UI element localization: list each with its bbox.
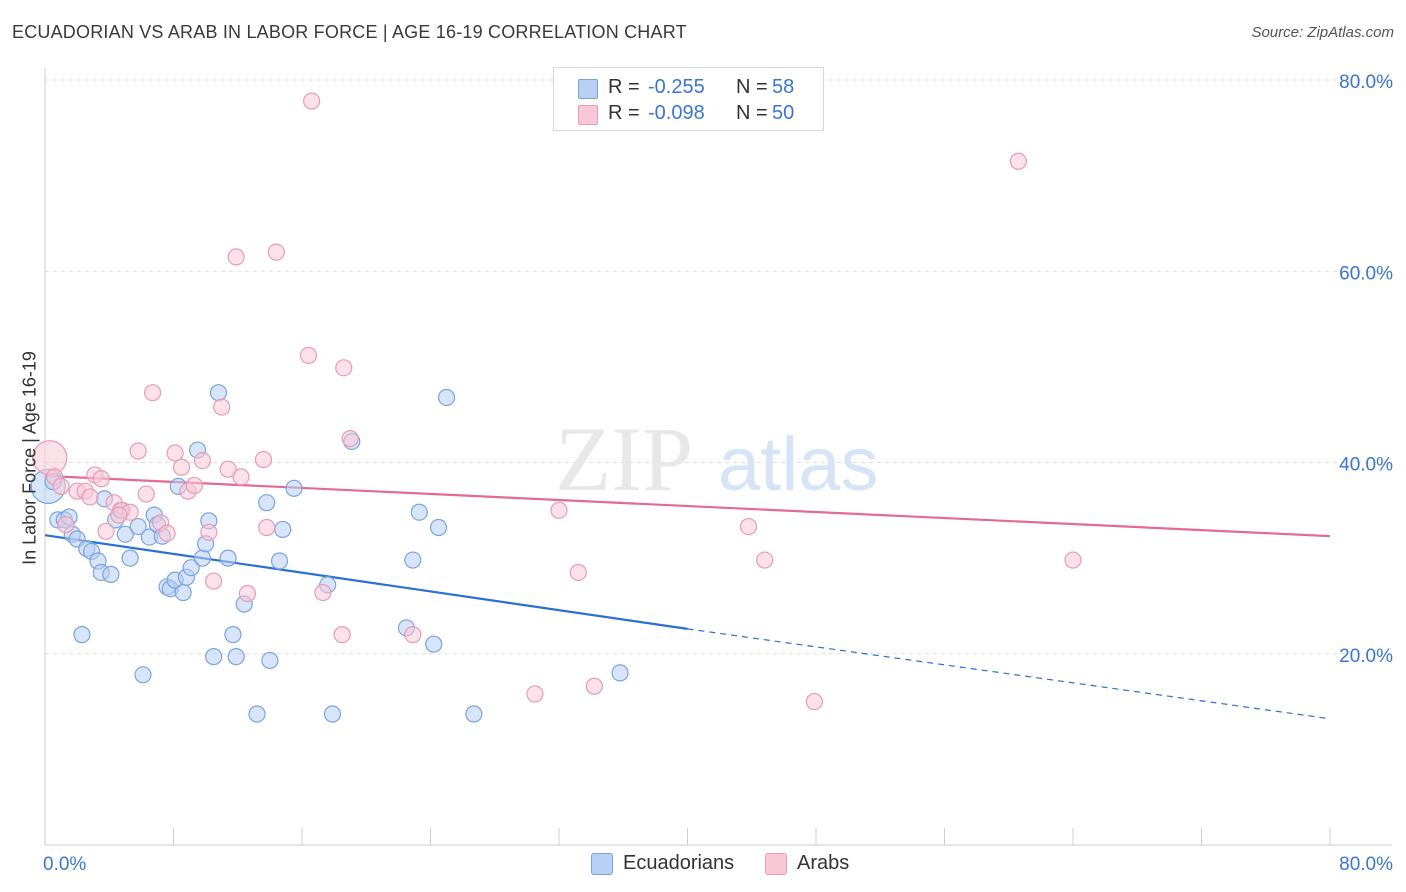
ecuadorian-point	[193, 549, 212, 567]
ecuadorian-point	[429, 518, 448, 537]
y-tick-label: 60.0%	[1339, 263, 1393, 284]
arab-trend-line	[44, 474, 1331, 538]
arab-point	[205, 572, 223, 590]
ecuadorian-point	[437, 388, 456, 407]
legend-n-label: N =	[736, 102, 768, 124]
arab-point	[97, 522, 115, 540]
arab-point	[404, 626, 422, 644]
arab-point	[805, 692, 823, 711]
arab-point	[739, 517, 758, 536]
correlation-legend: R = -0.255 N = 58 R = -0.098 N = 50	[553, 67, 824, 131]
ecuadorian-point	[209, 384, 228, 402]
y-axis-title: In Labor Force | Age 16-19	[19, 351, 40, 565]
legend-swatch-arabs	[578, 105, 598, 125]
ecuadorian-trend-line	[44, 534, 688, 630]
watermark-atlas: atlas	[718, 422, 879, 507]
ecuadorian-point	[174, 583, 192, 602]
arab-point	[166, 444, 184, 462]
ecuadorian-point	[261, 651, 279, 670]
ecuadorian-point	[285, 479, 303, 497]
ecuadorian-point	[102, 565, 120, 583]
ecuadorian-point	[404, 551, 422, 569]
arab-point	[258, 518, 276, 537]
legend-r-value: -0.255	[648, 76, 705, 98]
ecuadorian-point	[205, 648, 223, 666]
ecuadorian-point	[134, 666, 152, 684]
bottom-legend-swatch-arabs	[765, 853, 787, 875]
arab-point	[755, 551, 774, 569]
x-tick-label: 0.0%	[43, 854, 86, 875]
legend-swatch-ecuadorians	[578, 79, 598, 99]
ecuadorian-trend-extension	[687, 628, 1331, 720]
arab-point	[110, 506, 128, 524]
arab-point	[172, 458, 191, 476]
arab-point	[219, 460, 237, 478]
arab-point	[1064, 551, 1082, 569]
legend-r-label: R =	[608, 102, 640, 124]
arab-point	[341, 429, 359, 448]
ecuadorian-point	[227, 648, 245, 666]
arab-point	[57, 516, 75, 534]
arab-point	[137, 485, 155, 503]
ecuadorian-point	[73, 626, 91, 644]
arab-point	[299, 346, 318, 364]
bottom-legend-label: Arabs	[797, 852, 850, 874]
arab-point	[193, 451, 212, 470]
arab-point	[232, 468, 250, 486]
arab-point	[314, 583, 332, 602]
ecuadorian-point	[270, 552, 289, 570]
ecuadorian-point	[116, 525, 134, 543]
ecuadorian-point	[182, 559, 200, 577]
source-credit: Source: ZipAtlas.com	[1251, 24, 1394, 41]
arab-point	[213, 398, 231, 416]
arab-point	[335, 359, 353, 377]
arab-point	[526, 685, 544, 703]
ecuadorian-point	[248, 705, 266, 723]
arab-point	[303, 92, 321, 110]
legend-r-value: -0.098	[648, 102, 705, 124]
y-tick-label: 20.0%	[1339, 646, 1393, 667]
arab-point	[585, 677, 603, 695]
y-tick-label: 80.0%	[1339, 72, 1393, 93]
arab-point	[333, 626, 351, 644]
arab-point	[1009, 152, 1027, 170]
arab-point	[267, 243, 285, 261]
arab-point	[129, 442, 147, 460]
ecuadorian-point	[425, 635, 443, 653]
legend-n-value: 50	[772, 102, 795, 124]
bottom-legend-swatch-ecuadorians	[591, 853, 613, 875]
ecuadorian-point	[121, 549, 139, 567]
arab-point	[81, 488, 99, 506]
arab-point	[185, 476, 203, 495]
arab-point	[52, 477, 70, 496]
y-tick-label: 40.0%	[1339, 455, 1393, 476]
arab-point	[238, 584, 256, 603]
ecuadorian-point	[274, 520, 292, 539]
arab-point	[227, 248, 245, 266]
arab-point	[550, 501, 568, 519]
ecuadorian-point	[129, 517, 147, 536]
ecuadorian-point	[258, 494, 276, 512]
legend-n-value: 58	[772, 76, 795, 98]
ecuadorian-point	[410, 503, 428, 521]
ecuadorian-point	[323, 705, 342, 723]
ecuadorian-point	[219, 549, 237, 567]
arab-point	[144, 384, 162, 402]
arab-point	[200, 523, 218, 541]
chart-title: ECUADORIAN VS ARAB IN LABOR FORCE | AGE …	[12, 22, 687, 42]
ecuadorian-point	[465, 705, 483, 723]
arab-point	[92, 470, 110, 488]
arab-point	[569, 563, 587, 582]
watermark-zip: ZIP	[555, 408, 693, 510]
legend-n-label: N =	[736, 76, 768, 98]
x-tick-label: 80.0%	[1339, 854, 1393, 875]
arab-point	[158, 524, 176, 542]
bottom-legend-label: Ecuadorians	[623, 852, 735, 874]
ecuadorian-point	[611, 664, 629, 682]
ecuadorian-point	[224, 626, 242, 644]
legend-r-label: R =	[608, 76, 640, 98]
arab-point	[254, 451, 273, 469]
